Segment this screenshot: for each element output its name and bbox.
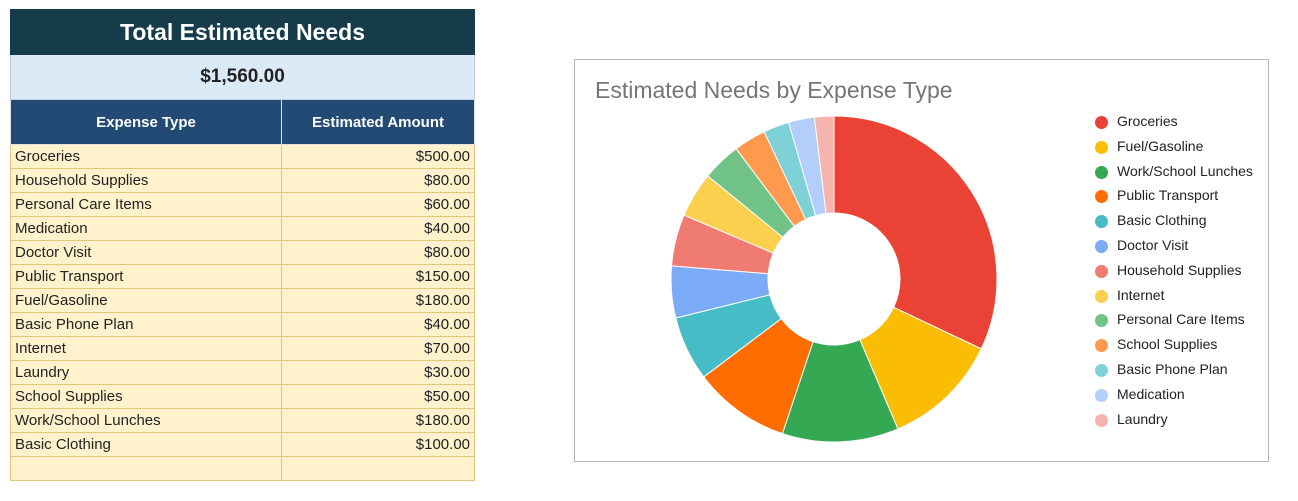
amount-cell[interactable]: $40.00 <box>280 312 476 337</box>
amount-cell[interactable]: $100.00 <box>280 432 476 457</box>
table-row <box>10 456 476 481</box>
total-amount: $1,560.00 <box>9 54 476 100</box>
legend-label: Fuel/Gasoline <box>1117 137 1204 154</box>
expense-type-cell[interactable] <box>10 456 282 481</box>
pie-slice-laundry[interactable] <box>813 115 835 215</box>
table-row: Basic Phone Plan $40.00 <box>10 312 476 337</box>
legend-item[interactable]: Laundry <box>1095 410 1265 435</box>
legend-label: Medication <box>1117 385 1185 402</box>
table-title: Total Estimated Needs <box>9 9 476 55</box>
table-row: Doctor Visit $80.00 <box>10 240 476 265</box>
table-row: Groceries $500.00 <box>10 144 476 169</box>
table-row: Household Supplies $80.00 <box>10 168 476 193</box>
chart-legend: Groceries Fuel/Gasoline Work/School Lunche… <box>1095 112 1265 434</box>
header-estimated-amount: Estimated Amount <box>280 99 476 145</box>
legend-item[interactable]: School Supplies <box>1095 335 1265 360</box>
legend-item[interactable]: Public Transport <box>1095 186 1265 211</box>
expense-type-cell[interactable]: Fuel/Gasoline <box>10 288 282 313</box>
legend-label: Internet <box>1117 286 1165 303</box>
amount-cell[interactable]: $180.00 <box>280 288 476 313</box>
legend-item[interactable]: Fuel/Gasoline <box>1095 137 1265 162</box>
legend-label: Work/School Lunches <box>1117 162 1253 179</box>
expense-type-cell[interactable]: Public Transport <box>10 264 282 289</box>
legend-label: Public Transport <box>1117 187 1219 204</box>
table-row: Medication $40.00 <box>10 216 476 241</box>
legend-item[interactable]: Basic Phone Plan <box>1095 360 1265 385</box>
legend-label: Doctor Visit <box>1117 236 1189 253</box>
amount-cell[interactable]: $150.00 <box>280 264 476 289</box>
amount-cell[interactable] <box>280 456 476 481</box>
table-row: Personal Care Items $60.00 <box>10 192 476 217</box>
estimated-needs-table: Total Estimated Needs $1,560.00 Expense … <box>9 9 476 481</box>
legend-item[interactable]: Internet <box>1095 286 1265 311</box>
legend-item[interactable]: Medication <box>1095 385 1265 410</box>
legend-item[interactable]: Work/School Lunches <box>1095 162 1265 187</box>
table-row: Laundry $30.00 <box>10 360 476 385</box>
legend-label: Laundry <box>1117 410 1168 427</box>
legend-item[interactable]: Doctor Visit <box>1095 236 1265 261</box>
legend-swatch <box>1095 413 1108 427</box>
legend-swatch <box>1095 388 1108 402</box>
legend-item[interactable]: Household Supplies <box>1095 261 1265 286</box>
amount-cell[interactable]: $40.00 <box>280 216 476 241</box>
legend-swatch <box>1095 264 1108 278</box>
amount-cell[interactable]: $30.00 <box>280 360 476 385</box>
amount-cell[interactable]: $60.00 <box>280 192 476 217</box>
header-expense-type: Expense Type <box>10 99 282 145</box>
table-row: Internet $70.00 <box>10 336 476 361</box>
legend-swatch <box>1095 289 1108 303</box>
table-row: Basic Clothing $100.00 <box>10 432 476 457</box>
legend-swatch <box>1095 116 1108 129</box>
expense-type-cell[interactable]: Personal Care Items <box>10 192 282 217</box>
legend-swatch <box>1095 239 1108 253</box>
expense-type-cell[interactable]: Medication <box>10 216 282 241</box>
amount-cell[interactable]: $80.00 <box>280 240 476 265</box>
expense-type-cell[interactable]: Basic Phone Plan <box>10 312 282 337</box>
chart-container: Estimated Needs by Expense Type Grocerie… <box>574 59 1269 462</box>
table-row: Work/School Lunches $180.00 <box>10 408 476 433</box>
amount-cell[interactable]: $70.00 <box>280 336 476 361</box>
expense-type-cell[interactable]: Basic Clothing <box>10 432 282 457</box>
chart-title: Estimated Needs by Expense Type <box>595 77 953 103</box>
expense-type-cell[interactable]: Internet <box>10 336 282 361</box>
legend-swatch <box>1095 140 1108 154</box>
legend-item[interactable]: Personal Care Items <box>1095 310 1265 335</box>
legend-label: Basic Phone Plan <box>1117 360 1228 377</box>
amount-cell[interactable]: $80.00 <box>280 168 476 193</box>
legend-swatch <box>1095 339 1108 353</box>
donut-chart <box>670 115 998 443</box>
expense-type-cell[interactable]: School Supplies <box>10 384 282 409</box>
expense-type-cell[interactable]: Work/School Lunches <box>10 408 282 433</box>
amount-cell[interactable]: $500.00 <box>280 144 476 169</box>
legend-label: Personal Care Items <box>1117 311 1245 328</box>
expense-type-cell[interactable]: Groceries <box>10 144 282 169</box>
pie-slice-groceries[interactable] <box>833 115 998 350</box>
legend-swatch <box>1095 314 1108 328</box>
legend-item[interactable]: Groceries <box>1095 112 1265 137</box>
table-row: Public Transport $150.00 <box>10 264 476 289</box>
legend-swatch <box>1095 363 1108 377</box>
legend-swatch <box>1095 190 1108 204</box>
table-row: Fuel/Gasoline $180.00 <box>10 288 476 313</box>
legend-label: School Supplies <box>1117 336 1218 353</box>
amount-cell[interactable]: $50.00 <box>280 384 476 409</box>
expense-type-cell[interactable]: Household Supplies <box>10 168 282 193</box>
legend-label: Basic Clothing <box>1117 212 1207 229</box>
legend-label: Household Supplies <box>1117 261 1242 278</box>
expense-type-cell[interactable]: Laundry <box>10 360 282 385</box>
legend-swatch <box>1095 215 1108 229</box>
table-row: School Supplies $50.00 <box>10 384 476 409</box>
legend-item[interactable]: Basic Clothing <box>1095 211 1265 236</box>
amount-cell[interactable]: $180.00 <box>280 408 476 433</box>
legend-label: Groceries <box>1117 113 1178 129</box>
expense-type-cell[interactable]: Doctor Visit <box>10 240 282 265</box>
legend-swatch <box>1095 165 1108 179</box>
